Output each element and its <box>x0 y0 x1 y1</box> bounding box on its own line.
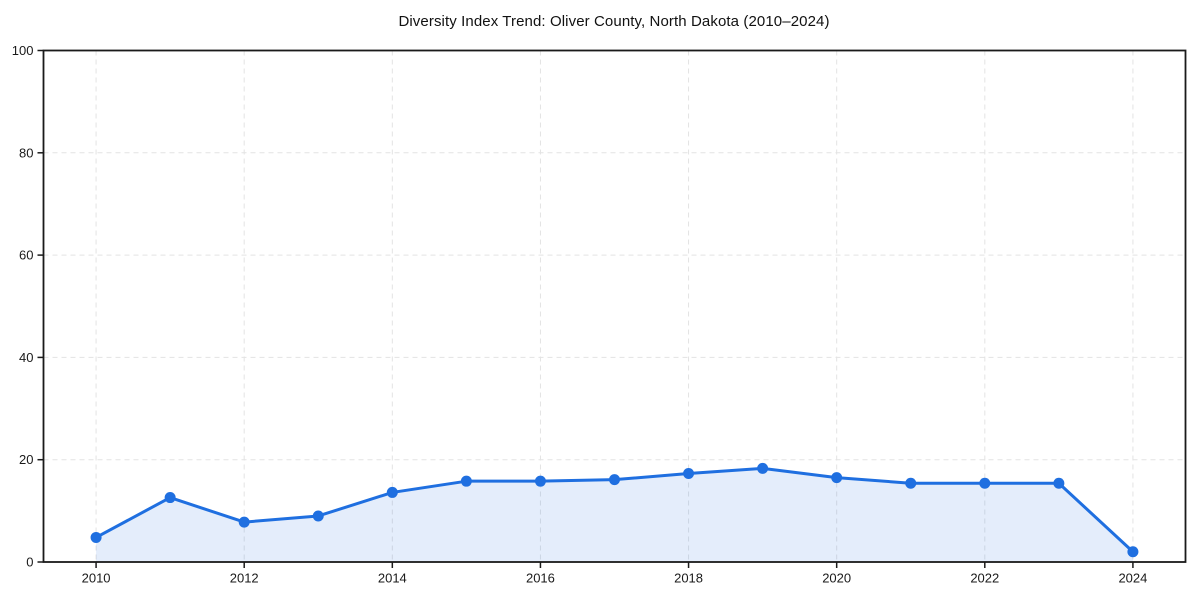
data-point-marker <box>164 492 176 504</box>
data-point-marker <box>534 475 546 487</box>
x-tick-label: 2022 <box>970 571 999 586</box>
x-tick-label: 2012 <box>230 571 259 586</box>
y-tick-label: 0 <box>26 555 33 570</box>
data-point-marker <box>460 475 472 487</box>
data-point-marker <box>238 516 250 528</box>
x-tick-label: 2016 <box>526 571 555 586</box>
data-point-marker <box>609 474 620 486</box>
data-point-marker <box>905 477 917 489</box>
data-point-marker <box>90 531 102 543</box>
y-tick-label: 40 <box>19 350 33 365</box>
x-tick-label: 2020 <box>822 571 851 586</box>
data-point-marker <box>1053 477 1065 489</box>
y-tick-label: 60 <box>19 248 33 263</box>
data-point-marker <box>386 486 398 498</box>
x-tick-label: 2014 <box>378 571 407 586</box>
area-fill <box>96 468 1133 562</box>
x-tick-label: 2018 <box>674 571 703 586</box>
data-point-marker <box>831 472 843 484</box>
data-point-marker <box>1127 546 1139 558</box>
x-tick-label: 2010 <box>82 571 111 586</box>
data-point-marker <box>312 510 324 522</box>
y-tick-label: 100 <box>12 43 34 58</box>
data-point-marker <box>979 477 991 489</box>
chart-title: Diversity Index Trend: Oliver County, No… <box>398 13 830 30</box>
y-tick-label: 20 <box>19 452 33 467</box>
data-point-marker <box>757 462 769 474</box>
y-tick-label: 80 <box>19 145 33 160</box>
x-tick-label: 2024 <box>1118 571 1147 586</box>
data-point-marker <box>683 468 695 480</box>
plot-border <box>42 49 1187 563</box>
